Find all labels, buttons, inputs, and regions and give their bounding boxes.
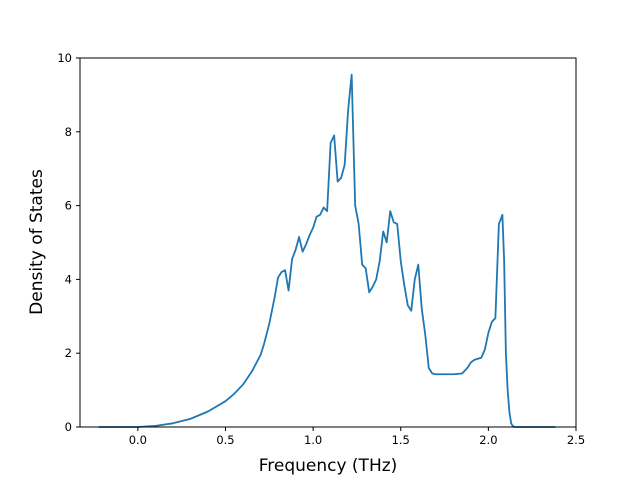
plot-frame bbox=[79, 57, 577, 428]
x-tick-label: 1.0 bbox=[304, 433, 322, 447]
dos-series-line bbox=[98, 73, 556, 428]
x-tick-label: 2.5 bbox=[567, 433, 585, 447]
y-tick-label: 0 bbox=[65, 420, 72, 434]
y-tick-label: 10 bbox=[57, 51, 72, 65]
y-tick-label: 4 bbox=[65, 272, 72, 286]
x-axis-title: Frequency (THz) bbox=[259, 456, 398, 476]
x-tick-label: 2.0 bbox=[479, 433, 497, 447]
x-tick-label: 0.0 bbox=[129, 433, 147, 447]
x-axis: 0.0 0.5 1.0 1.5 2.0 2.5 bbox=[129, 427, 585, 447]
y-tick-label: 8 bbox=[65, 125, 72, 139]
y-tick-label: 2 bbox=[65, 346, 72, 360]
x-tick-label: 0.5 bbox=[216, 433, 234, 447]
y-axis: 0 2 4 6 8 10 bbox=[57, 51, 80, 434]
y-axis-title: Density of States bbox=[27, 169, 47, 315]
x-tick-label: 1.5 bbox=[392, 433, 410, 447]
y-tick-label: 6 bbox=[65, 199, 72, 213]
plot-marks bbox=[98, 73, 556, 428]
